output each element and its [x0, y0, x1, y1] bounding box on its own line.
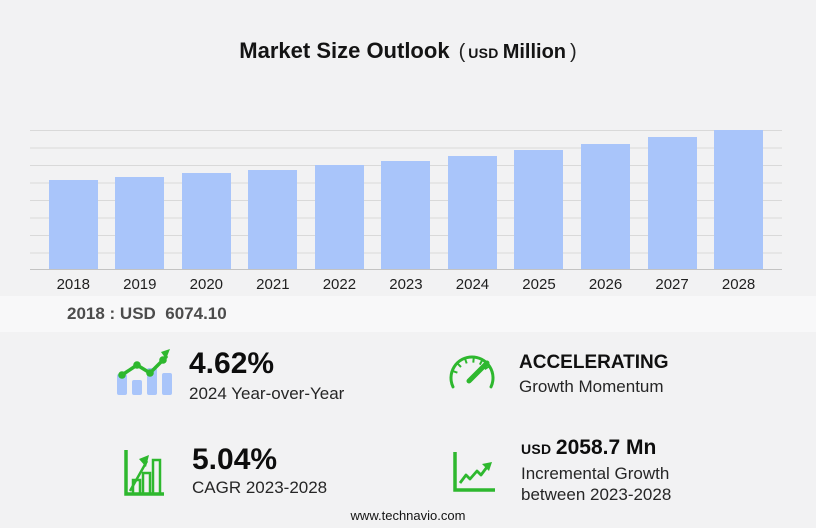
incremental-label-line2: between 2023-2028 — [521, 485, 672, 504]
bar-2021 — [248, 170, 298, 270]
stat-yoy: 4.62% 2024 Year-over-Year — [189, 348, 344, 404]
x-tick-label: 2026 — [588, 276, 623, 293]
incremental-label-line1: Incremental Growth — [521, 464, 670, 483]
bar-2026 — [581, 143, 631, 270]
x-tick-label: 2028 — [721, 276, 756, 293]
bar-column — [439, 130, 505, 270]
bar-trend-icon — [114, 347, 172, 397]
x-tick-label: 2021 — [256, 276, 290, 293]
bar-column — [373, 130, 439, 270]
stat-incremental-growth: USD 2058.7 Mn Incremental Growth between… — [521, 436, 671, 505]
cagr-value: 5.04% — [192, 443, 278, 476]
momentum-status: ACCELERATING — [519, 352, 669, 373]
incremental-currency: USD — [521, 441, 552, 457]
incremental-value: USD 2058.7 Mn — [521, 436, 671, 462]
bar-column — [306, 130, 372, 270]
yoy-value: 4.62% — [189, 347, 275, 380]
bar-column — [173, 130, 239, 270]
momentum-label: Growth Momentum — [519, 377, 664, 396]
bar-column — [240, 130, 306, 270]
bar-2028 — [714, 130, 764, 270]
x-tick-label: 2023 — [389, 276, 423, 293]
x-tick-label: 2027 — [655, 276, 689, 293]
annotation-2018-value: 2018 : USD 6074.10 — [67, 304, 227, 323]
bar-2024 — [447, 155, 497, 270]
x-tick-label: 2024 — [455, 276, 490, 293]
bar-2019 — [115, 176, 165, 270]
chart-title-main: Market Size Outlook — [239, 38, 450, 63]
bars — [30, 130, 782, 270]
bar-column — [573, 130, 639, 270]
paren-open: ( — [458, 41, 466, 63]
x-tick-label: 2022 — [322, 276, 357, 293]
cagr-label: CAGR 2023-2028 — [192, 478, 328, 497]
x-axis-baseline — [30, 269, 782, 270]
x-tick-label: 2018 — [56, 276, 90, 293]
bar-column — [706, 130, 772, 270]
paren-close: ) — [570, 41, 577, 63]
annotation-band: 2018 : USD 6074.10 — [0, 296, 816, 332]
stat-cagr: 5.04% CAGR 2023-2028 — [192, 444, 327, 498]
bar-column — [639, 130, 705, 270]
bar-2018 — [48, 180, 98, 270]
bar-column — [506, 130, 572, 270]
bar-2025 — [514, 150, 564, 270]
x-tick-label: 2019 — [123, 276, 157, 293]
bar-2023 — [381, 160, 431, 270]
line-growth-icon — [451, 450, 497, 494]
speedometer-icon — [447, 352, 497, 392]
source-url: www.technavio.com — [350, 508, 466, 523]
incremental-amount: 2058.7 Mn — [555, 436, 657, 459]
bar-column — [107, 130, 173, 270]
x-axis-labels: 2018 2019 2020 2021 2022 2023 2024 2025 2026 2027… — [30, 276, 782, 293]
stat-momentum: ACCELERATING Growth Momentum — [519, 352, 669, 397]
bar-chart-plot-area — [30, 130, 782, 270]
unit-label: Million — [502, 41, 567, 63]
bar-2020 — [181, 173, 231, 270]
bar-column — [40, 130, 106, 270]
currency-label: USD — [468, 45, 499, 61]
yoy-label: 2024 Year-over-Year — [189, 384, 345, 403]
x-tick-label: 2025 — [522, 276, 556, 293]
bar-2022 — [314, 165, 364, 270]
bar-2027 — [647, 137, 697, 270]
chart-title: Market Size Outlook (USD Million) — [0, 38, 816, 64]
x-tick-label: 2020 — [189, 276, 224, 293]
outlined-bars-arrow-icon — [122, 448, 166, 498]
